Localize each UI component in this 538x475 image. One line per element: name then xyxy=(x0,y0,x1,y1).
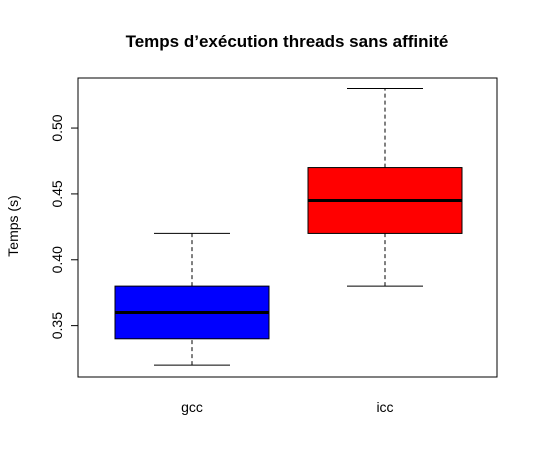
box-gcc xyxy=(114,232,270,366)
y-axis-label: Temps (s) xyxy=(5,195,21,256)
box-series xyxy=(114,88,463,366)
x-axis: gcc icc xyxy=(181,399,393,415)
y-tick-label: 0.35 xyxy=(49,312,65,339)
chart-title: Temps d’exécution threads sans affinité xyxy=(126,32,449,51)
y-tick-label: 0.40 xyxy=(49,246,65,273)
y-tick-label: 0.45 xyxy=(49,180,65,207)
box-icc xyxy=(307,88,463,287)
y-tick-label: 0.50 xyxy=(49,114,65,141)
y-axis: 0.35 0.40 0.45 0.50 xyxy=(49,114,79,339)
x-tick-label: gcc xyxy=(181,399,203,415)
x-tick-label: icc xyxy=(376,399,393,415)
